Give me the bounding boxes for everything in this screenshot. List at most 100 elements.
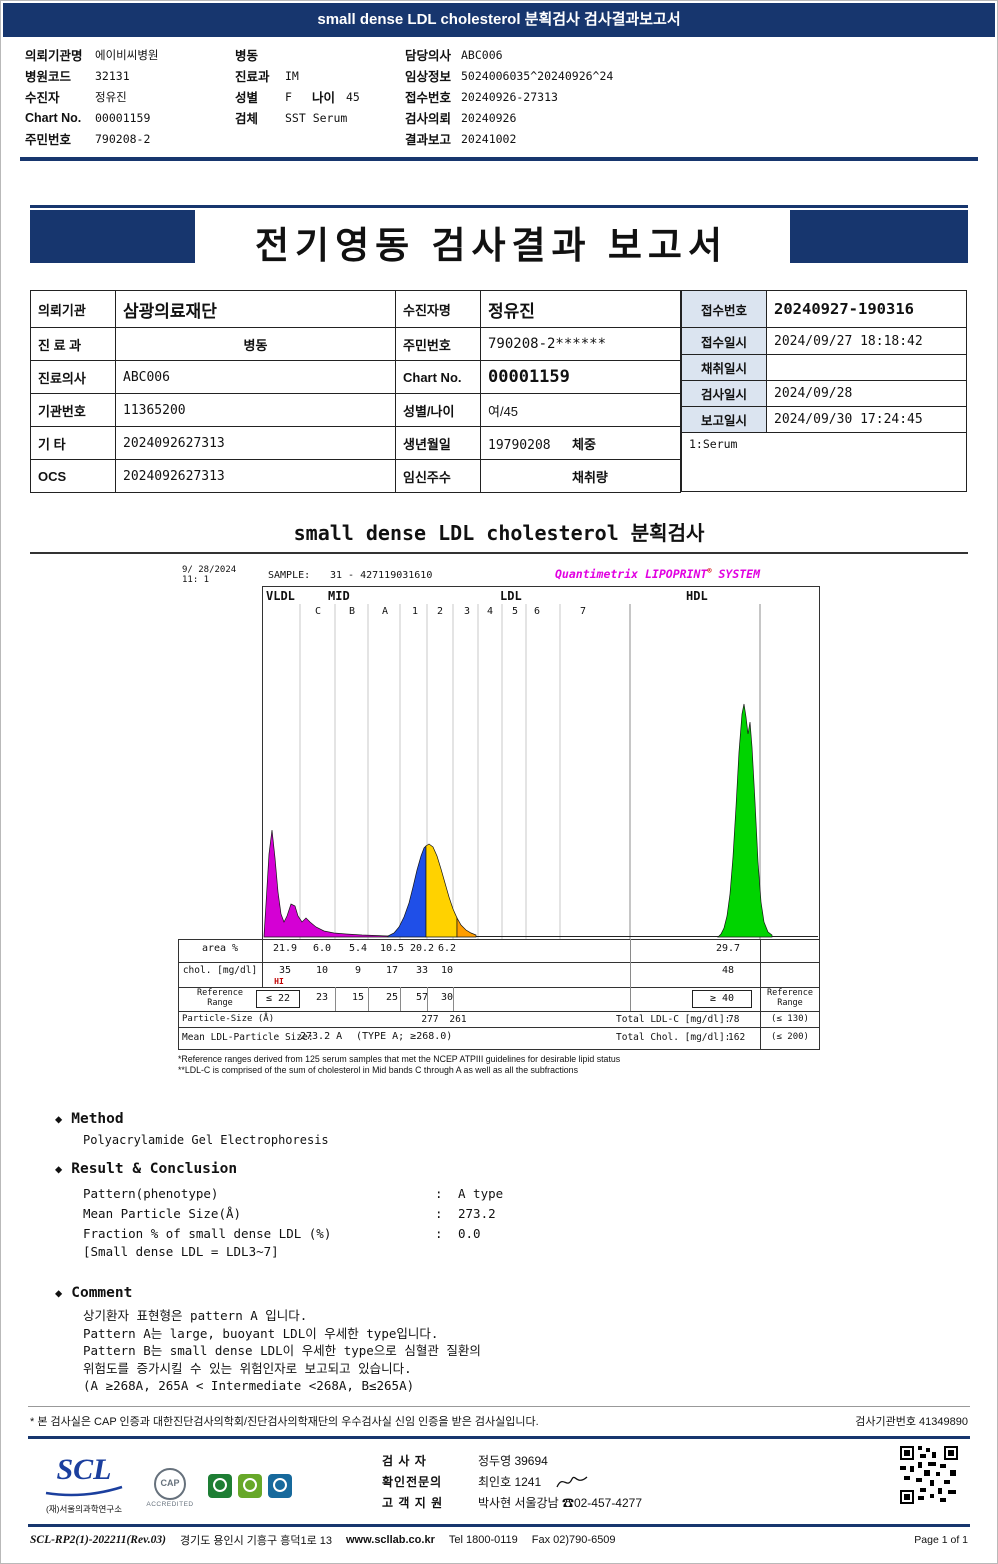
particle-size-value: 277 [421,1014,439,1025]
reference-value: 23 [315,992,329,1003]
band-label: 4 [486,606,494,617]
grid-line [760,939,761,1049]
area-value: 6.0 [312,943,332,954]
table-row: 기 타 2024092627313 생년월일 19790208 체중 [30,426,681,460]
report-header-bar: small dense LDL cholesterol 분획검사 검사결과보고서 [3,3,995,37]
header-field: 성별 F 나이 45 [235,89,360,106]
ldl1-peak-yellow [425,843,458,938]
table-row: 1:Serum [681,432,967,492]
staff-block: 검 사 자 정두영 39694 확인전문의 최인호 1241 고 객 지 원 박사현 … [382,1450,642,1513]
area-value-hdl: 29.7 [715,943,741,954]
table-row: 검사일시 2024/09/28 [681,380,967,407]
lipoprint-brand: Quantimetrix LIPOPRINT® SYSTEM [555,567,761,581]
hdl-column-lines [629,604,761,939]
group-label-hdl: HDL [686,589,708,603]
signature-icon [556,1475,588,1487]
method-value: Polyacrylamide Gel Electrophoresis [83,1133,329,1147]
footer-hairline [28,1406,970,1407]
total-chol-label: Total Chol. [mg/dl]: [616,1032,731,1043]
staff-row: 고 객 지 원 박사현 서울강남 ☎02-457-4277 [382,1496,643,1510]
reference-value: 15 [351,992,365,1003]
lab-org-number: 검사기관번호 41349890 [855,1416,968,1428]
area-value: 6.2 [437,943,457,954]
footer-divider [28,1436,970,1439]
certification-logo-2 [238,1474,262,1498]
band-label: 5 [511,606,519,617]
area-value: 10.5 [379,943,405,954]
table-row: 접수일시 2024/09/27 18:18:42 [681,327,967,355]
band-label: A [381,606,389,617]
chol-value: 10 [440,965,454,976]
method-heading: Method [71,1111,124,1127]
report-banner: 전기영동 검사결과 보고서 [0,205,998,277]
method-heading-row: ◆ Method [55,1111,998,1127]
high-flag: HI [274,977,284,986]
header-field: 임상정보 5024006035^20240926^24 [405,68,614,85]
chart-footnote: *Reference ranges derived from 125 serum… [178,1054,621,1064]
hdl-reference-box: ≥ 40 [692,990,752,1008]
particle-size-label: Particle-Size (Å) [182,1014,275,1024]
page-number: Page 1 of 1 [914,1534,968,1546]
order-info-right-table: 접수번호 20240927-190316 접수일시 2024/09/27 18:… [681,290,967,492]
section-title: small dense LDL cholesterol 분획검사 [293,521,705,545]
grid-line [262,586,263,987]
report-header-title: small dense LDL cholesterol 분획검사 검사결과보고서 [317,11,681,28]
vldl-mid-peak-magenta [263,829,389,938]
total-chol-value: 162 [728,1032,746,1043]
sample-label: SAMPLE: [268,570,311,581]
band-label: C [314,606,322,617]
result-row: Fraction % of small dense LDL (%):0.0 [83,1225,481,1241]
reference-range-label: Reference Range [196,988,244,1008]
grid-line [453,987,454,1011]
reference-value: 25 [385,992,399,1003]
diamond-bullet-icon: ◆ [55,1162,63,1176]
accreditation-note: * 본 검사실은 CAP 인증과 대한진단검사의학회/진단검사의학재단의 우수검… [30,1416,539,1428]
footer-bottom-row: SCL-RP2(1)-202211(Rev.03) 경기도 용인시 기흥구 흥덕… [30,1532,968,1548]
registered-mark-icon: ® [707,567,712,576]
section-divider [30,552,968,554]
certification-logo-1 [208,1474,232,1498]
comment-heading: Comment [71,1285,133,1301]
comment-line: Pattern B는 small dense LDL이 우세한 type으로 심… [83,1343,481,1358]
header-field: 담당의사 ABC006 [405,47,503,64]
total-chol-reference: (≤ 200) [771,1032,809,1042]
patient-header: 의뢰기관명 에이비씨병원 병원코드 32131 수진자 정유진 Chart No. 00… [0,37,998,155]
band-label: 2 [436,606,444,617]
scl-logo-subtitle: (재)서울의과학연구소 [45,1504,123,1514]
grid-line [178,939,820,940]
ldl2-tail-orange [456,916,477,938]
header-field: 의뢰기관명 에이비씨병원 [25,47,159,64]
table-row: 진료의사 ABC006 Chart No. 00001159 [30,360,681,394]
comment-line: 위험도를 증가시킬 수 있는 위험인자로 보고되고 있습니다. [83,1360,412,1376]
total-ldl-reference: (≤ 130) [771,1014,809,1024]
mid-a-peak-blue [387,845,427,938]
area-value: 21.9 [272,943,298,954]
grid-line [427,987,428,1011]
table-row: 기관번호 11365200 성별/나이 여/45 [30,393,681,427]
header-field: 병동 [235,49,259,63]
chol-value: 33 [415,965,429,976]
lab-address: 경기도 용인시 기흥구 흥덕1로 13 [179,1535,332,1547]
group-label-mid: MID [328,589,350,603]
chol-value: 9 [354,965,362,976]
densitometry-plot [263,604,818,939]
reference-value: 30 [440,992,454,1003]
order-info-table: 의뢰기관 삼광의료재단 수진자명 정유진 진 료 과 병동 주민번호 79020… [30,290,968,493]
staff-row: 확인전문의 최인호 1241 [382,1471,642,1492]
diamond-bullet-icon: ◆ [55,1112,63,1126]
table-row: 보고일시 2024/09/30 17:24:45 [681,406,967,433]
result-heading-row: ◆ Result & Conclusion [55,1161,998,1177]
lab-website: www.scllab.co.kr [346,1534,435,1546]
specimen-note: 1:Serum [681,432,967,492]
scl-logo-text: SCL [56,1453,112,1486]
grid-line [400,987,401,1011]
comment-section: ◆ Comment 상기환자 표현형은 pattern A 입니다. Patter… [0,1285,998,1395]
certification-logo-3 [268,1474,292,1498]
table-row: 진 료 과 병동 주민번호 790208-2****** [30,327,681,361]
area-value: 5.4 [348,943,368,954]
grid-line [819,586,820,1049]
diamond-bullet-icon: ◆ [55,1286,63,1300]
phenotype-value: (TYPE A; ≥268.0) [356,1031,453,1042]
chol-row-label: chol. [mg/dl] [182,965,258,976]
